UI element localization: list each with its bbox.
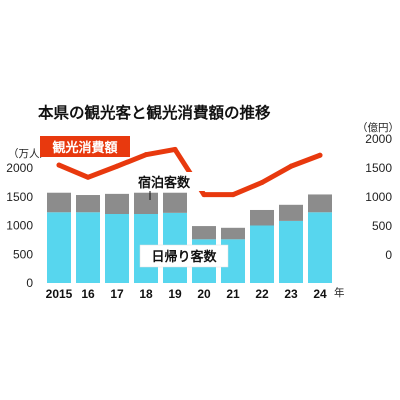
bar-overnight [279,204,303,221]
bar-daytrip [76,212,100,283]
right-tick-label: 500 [372,219,392,233]
bar-overnight [221,227,245,240]
category-label: 20 [197,287,211,301]
chart-title: 本県の観光客と観光消費額の推移 [38,103,271,122]
bar-overnight [76,195,100,213]
line-point [288,163,294,169]
bar-overnight [163,192,187,213]
left-tick-label: 500 [13,247,33,261]
bar-daytrip [308,212,332,283]
bar-overnight [250,209,274,226]
right-tick-label: 2000 [365,132,392,146]
right-axis: 0 500 1000 1500 2000 [365,132,392,262]
category-label: 19 [168,287,182,301]
line-point [85,174,91,180]
line-point [259,180,265,185]
bar-group [47,192,332,283]
right-axis-unit: （億円） [357,121,399,134]
left-tick-label: 1000 [6,219,33,233]
category-label: 22 [255,287,269,301]
bar-daytrip [279,220,303,283]
category-label: 24 [313,287,327,301]
bar-daytrip [47,212,71,283]
category-label: 16 [81,287,95,301]
right-tick-label: 1000 [365,190,392,204]
line-point [114,163,120,169]
left-tick-label: 1500 [6,190,33,204]
daytrip-series-label: 日帰り客数 [151,249,217,265]
line-label-box [40,136,130,157]
line-point [230,192,236,198]
category-label: 17 [110,287,124,301]
category-suffix: 年 [334,286,345,299]
overnight-label-bg [112,172,216,191]
bar-overnight [47,192,71,213]
category-label: 23 [284,287,298,301]
right-tick-label: 0 [385,248,392,262]
category-axis: 2015 16 17 18 19 20 21 22 23 24 年 [46,286,345,301]
left-axis: 0 500 1000 1500 2000 [6,161,33,290]
category-label: 2015 [46,287,73,301]
bar-daytrip [105,214,129,283]
left-axis-unit: （万人） [8,148,50,160]
line-point [172,146,178,152]
line-point [143,152,149,158]
bar-overnight [192,226,216,240]
bar-overnight [134,192,158,214]
bar-overnight [105,193,129,214]
category-label: 18 [139,287,153,301]
line-point [317,152,323,158]
overnight-series-label: 宿泊客数 [138,175,191,191]
left-tick-label: 0 [26,276,33,290]
line-point [201,192,207,198]
bar-daytrip [250,225,274,283]
right-tick-label: 1500 [365,161,392,175]
daytrip-label-box [139,244,229,268]
category-label: 21 [226,287,240,301]
left-tick-label: 2000 [6,161,33,175]
bar-overnight [308,194,332,213]
line-point [56,162,62,168]
line-series-label: 観光消費額 [51,140,117,156]
